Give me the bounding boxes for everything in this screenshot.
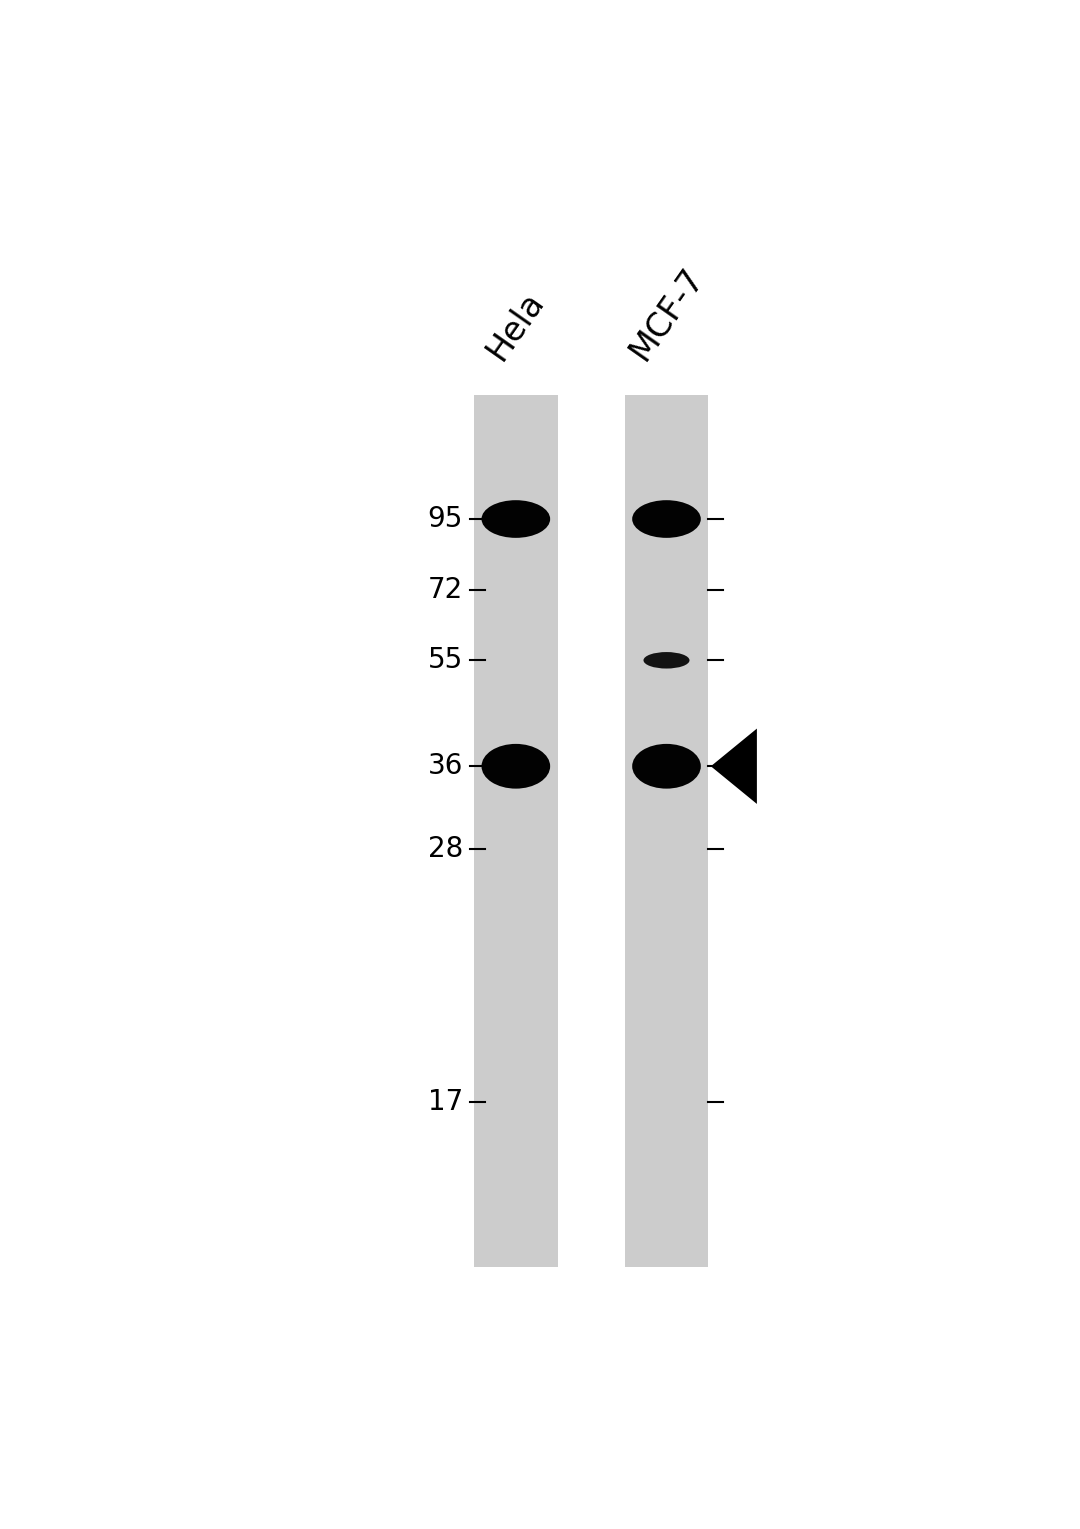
- Text: 28: 28: [428, 835, 463, 862]
- Text: MCF-7: MCF-7: [623, 261, 710, 365]
- Text: 72: 72: [428, 575, 463, 604]
- Bar: [624, 396, 708, 1266]
- Ellipse shape: [482, 745, 550, 789]
- Ellipse shape: [632, 745, 701, 789]
- Ellipse shape: [644, 651, 689, 668]
- Ellipse shape: [632, 500, 701, 538]
- Text: 17: 17: [428, 1087, 463, 1116]
- Text: Hela: Hela: [481, 286, 551, 365]
- Text: 36: 36: [428, 752, 463, 780]
- Text: 95: 95: [428, 505, 463, 534]
- Text: 55: 55: [428, 647, 463, 674]
- Bar: [474, 396, 557, 1266]
- Ellipse shape: [482, 500, 550, 538]
- Polygon shape: [711, 729, 757, 804]
